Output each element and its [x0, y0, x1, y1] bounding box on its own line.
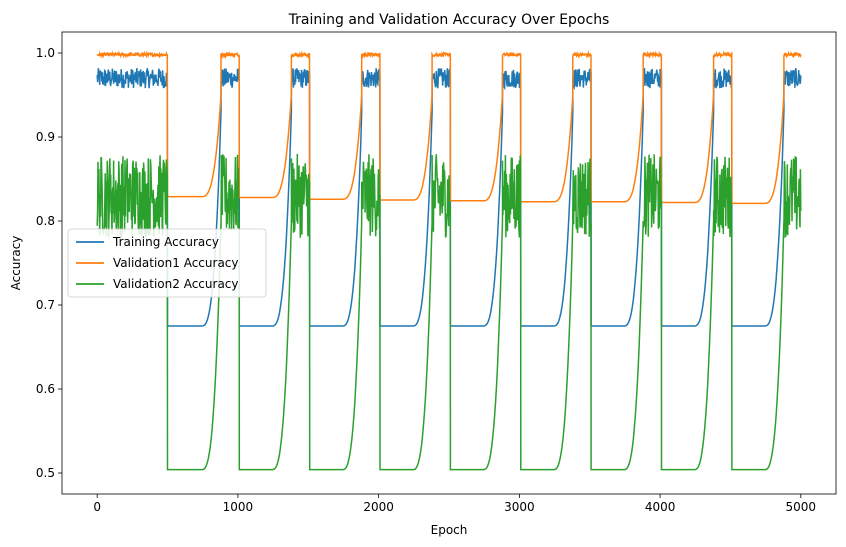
- x-axis: 0 1000 2000 3000 4000 5000: [93, 494, 816, 514]
- x-tick-label: 1000: [223, 500, 254, 514]
- x-tick-label: 5000: [786, 500, 817, 514]
- x-tick-label: 0: [93, 500, 101, 514]
- series-line-1: [96, 50, 802, 205]
- y-tick-label: 0.5: [36, 466, 55, 480]
- legend-label: Validation2 Accuracy: [113, 277, 239, 291]
- y-tick-label: 1.0: [36, 46, 55, 60]
- plot-frame: [61, 31, 837, 495]
- x-axis-label: Epoch: [431, 523, 468, 537]
- x-tick-label: 3000: [504, 500, 535, 514]
- y-tick-label: 0.7: [36, 298, 55, 312]
- chart-title: Training and Validation Accuracy Over Ep…: [288, 12, 610, 28]
- y-tick-label: 0.8: [36, 214, 55, 228]
- plot-area: [96, 50, 802, 471]
- legend-label: Validation1 Accuracy: [113, 256, 239, 270]
- x-tick-label: 2000: [363, 500, 394, 514]
- y-tick-label: 0.6: [36, 382, 55, 396]
- y-tick-label: 0.9: [36, 130, 55, 144]
- legend-label: Training Accuracy: [112, 235, 219, 249]
- legend: Training Accuracy Validation1 Accuracy Val…: [67, 228, 267, 298]
- x-tick-label: 4000: [645, 500, 676, 514]
- series-line-0: [96, 68, 802, 327]
- legend-box: [67, 228, 267, 298]
- y-axis: 0.5 0.6 0.7 0.8 0.9 1.0: [36, 46, 62, 480]
- y-axis-label: Accuracy: [9, 236, 23, 291]
- series-line-2: [96, 153, 802, 471]
